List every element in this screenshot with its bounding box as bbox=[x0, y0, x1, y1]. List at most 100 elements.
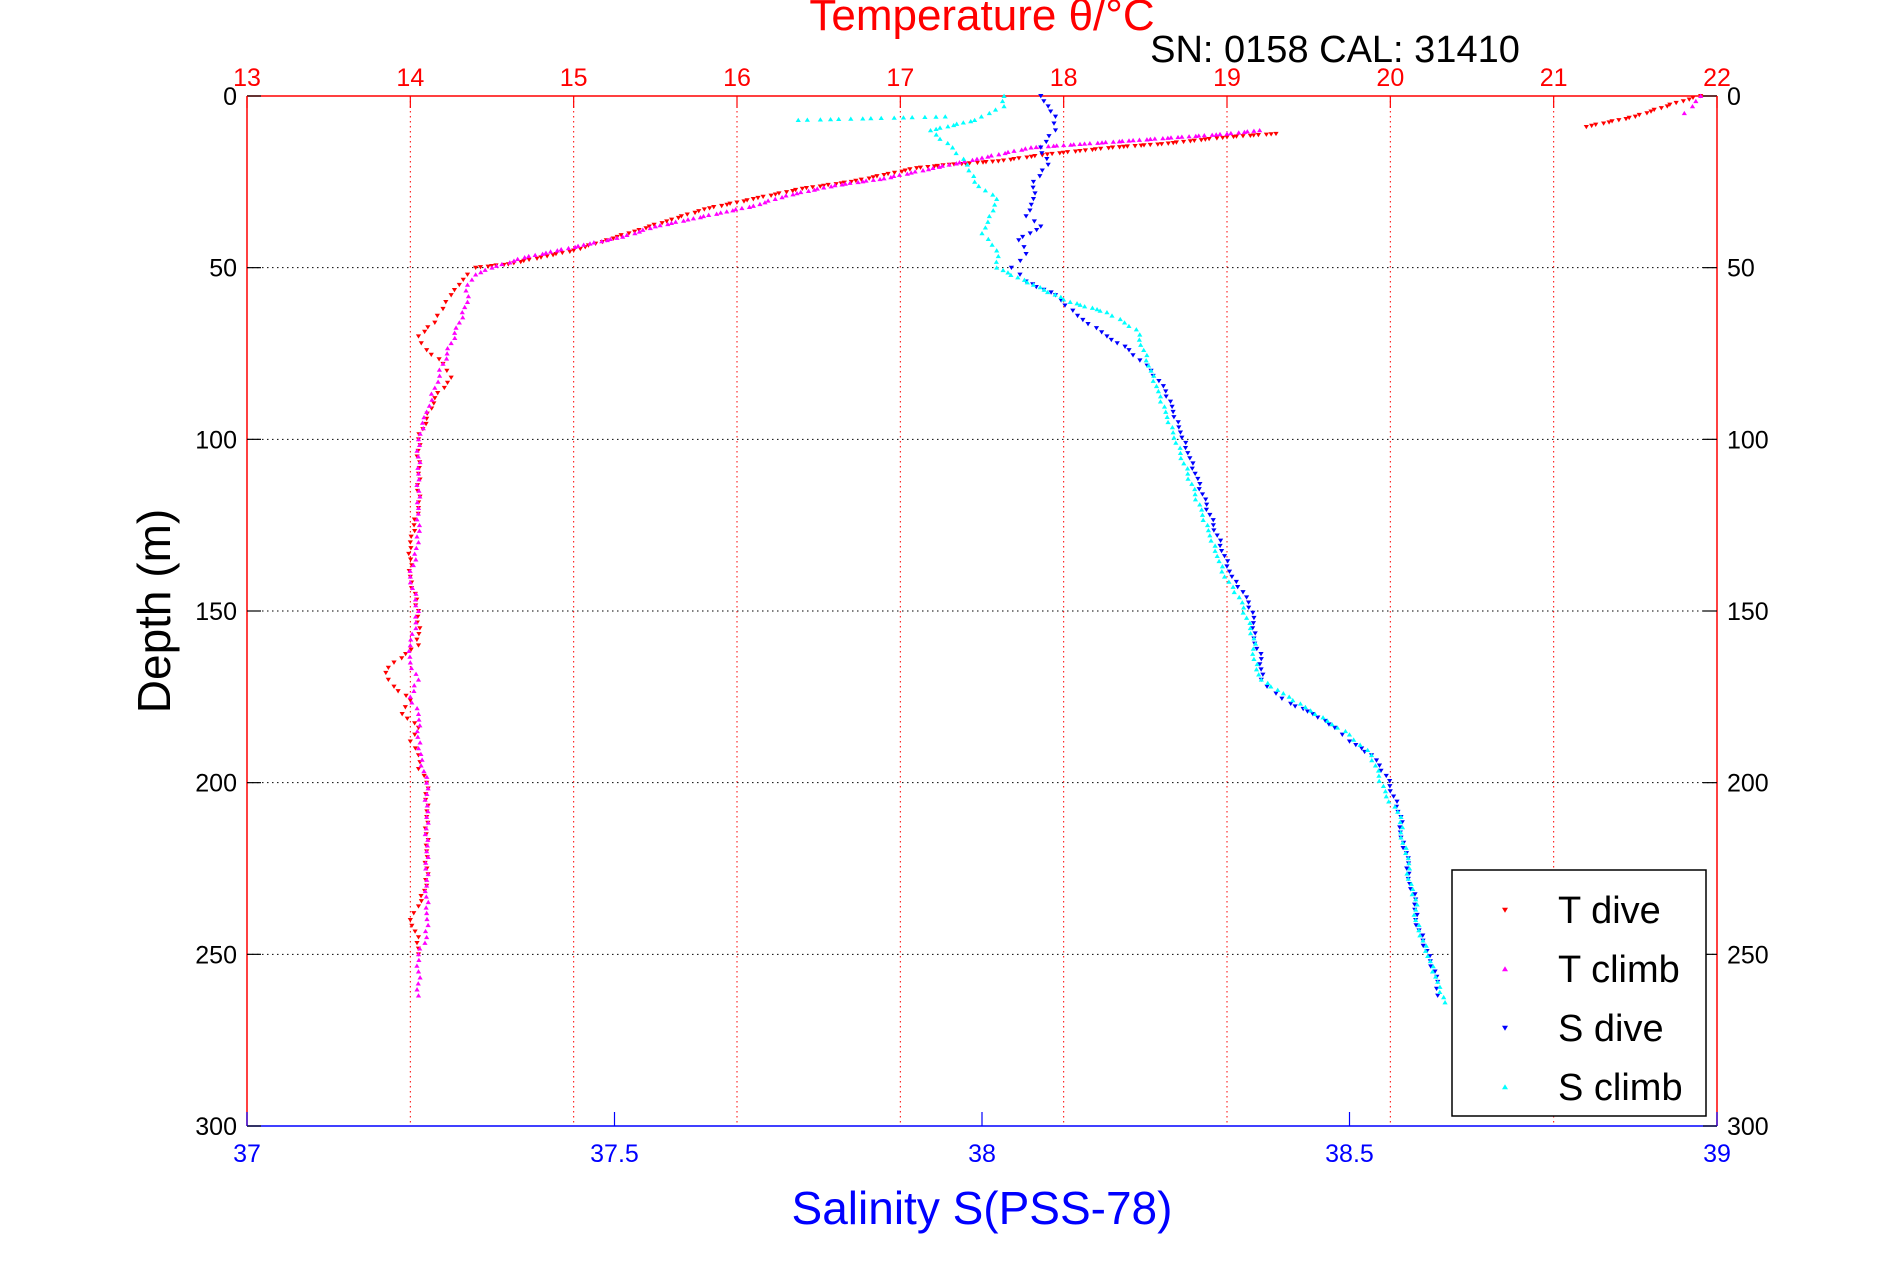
data-point bbox=[1326, 722, 1332, 727]
data-point bbox=[1422, 948, 1429, 953]
data-point bbox=[1686, 97, 1692, 102]
data-point bbox=[1403, 850, 1409, 855]
data-point bbox=[762, 200, 768, 205]
legend-marker bbox=[1502, 1084, 1508, 1090]
data-point bbox=[431, 401, 437, 406]
data-point bbox=[1171, 415, 1177, 420]
data-point bbox=[412, 732, 418, 737]
data-point bbox=[989, 242, 995, 247]
data-point bbox=[411, 683, 417, 688]
data-point bbox=[863, 178, 869, 183]
legend-box bbox=[1451, 869, 1707, 1117]
x-top-tick-label: 21 bbox=[1540, 64, 1568, 92]
data-point bbox=[646, 224, 652, 229]
x-top-tick-label: 22 bbox=[1703, 64, 1731, 92]
data-point bbox=[1397, 825, 1403, 830]
data-point bbox=[1155, 142, 1161, 147]
data-point bbox=[414, 987, 420, 992]
data-point bbox=[1399, 824, 1406, 830]
data-point bbox=[432, 320, 438, 325]
data-point bbox=[441, 385, 447, 391]
data-point bbox=[409, 585, 416, 591]
data-point bbox=[1170, 140, 1176, 146]
data-point bbox=[399, 712, 405, 717]
data-point bbox=[936, 164, 943, 169]
data-point bbox=[1144, 352, 1150, 358]
data-point bbox=[1224, 135, 1230, 140]
data-point bbox=[885, 171, 891, 177]
data-point bbox=[985, 154, 991, 159]
data-point bbox=[1016, 238, 1022, 243]
data-point bbox=[1189, 466, 1195, 471]
data-point bbox=[1251, 656, 1257, 662]
legend-marker bbox=[1502, 966, 1508, 972]
data-point bbox=[420, 426, 426, 431]
data-point bbox=[422, 888, 428, 894]
data-point bbox=[415, 677, 422, 682]
data-point bbox=[1122, 344, 1128, 349]
data-point bbox=[423, 894, 429, 899]
data-point bbox=[415, 539, 422, 545]
data-point bbox=[995, 253, 1001, 259]
data-point bbox=[1411, 912, 1417, 917]
data-point bbox=[1138, 342, 1144, 347]
data-point bbox=[464, 272, 471, 277]
data-point bbox=[448, 375, 454, 380]
data-point bbox=[1156, 379, 1162, 384]
data-point bbox=[1155, 388, 1161, 394]
data-point bbox=[411, 517, 417, 522]
data-point bbox=[1236, 594, 1242, 600]
data-point bbox=[866, 176, 872, 181]
data-point bbox=[1099, 140, 1105, 145]
data-point bbox=[1126, 323, 1132, 328]
data-point bbox=[804, 117, 810, 122]
data-point bbox=[765, 198, 771, 203]
data-point bbox=[407, 540, 413, 545]
data-point bbox=[1279, 696, 1285, 701]
data-point bbox=[1023, 251, 1029, 257]
data-point bbox=[416, 477, 422, 482]
legend-marker bbox=[1502, 1025, 1508, 1031]
data-point bbox=[489, 265, 495, 270]
data-point bbox=[697, 214, 704, 220]
data-point bbox=[415, 904, 422, 909]
data-point bbox=[410, 562, 416, 568]
data-point bbox=[690, 216, 697, 221]
data-point bbox=[1045, 104, 1051, 109]
data-point bbox=[526, 257, 532, 262]
data-point bbox=[848, 116, 854, 121]
data-point bbox=[417, 975, 423, 980]
chart-title: Temperature θ/°C bbox=[809, 0, 1154, 40]
data-point bbox=[1099, 330, 1105, 335]
data-point bbox=[1170, 409, 1176, 415]
data-point bbox=[1387, 789, 1393, 794]
data-point bbox=[425, 786, 431, 791]
data-point bbox=[719, 203, 725, 209]
data-point bbox=[1121, 320, 1128, 325]
data-point bbox=[755, 195, 761, 201]
data-point bbox=[407, 574, 413, 579]
y-tick-label-left: 200 bbox=[195, 770, 237, 798]
data-point bbox=[1058, 294, 1064, 300]
data-point bbox=[980, 160, 986, 165]
data-point bbox=[1177, 450, 1184, 456]
data-point bbox=[464, 299, 471, 304]
data-point bbox=[1357, 742, 1363, 747]
data-point bbox=[1332, 725, 1338, 731]
data-point bbox=[1033, 144, 1039, 150]
data-point bbox=[412, 746, 418, 751]
data-point bbox=[951, 122, 957, 128]
data-point bbox=[444, 351, 450, 356]
data-point bbox=[1008, 272, 1014, 277]
data-point bbox=[1211, 528, 1217, 533]
data-point bbox=[1365, 747, 1371, 752]
data-point bbox=[685, 217, 691, 222]
data-point bbox=[1169, 404, 1175, 410]
data-point bbox=[881, 176, 887, 181]
data-point bbox=[996, 152, 1002, 157]
data-point bbox=[1199, 492, 1206, 497]
data-point bbox=[1011, 148, 1017, 153]
data-point bbox=[1163, 394, 1169, 399]
data-point bbox=[1034, 227, 1040, 233]
data-point bbox=[1250, 651, 1256, 656]
